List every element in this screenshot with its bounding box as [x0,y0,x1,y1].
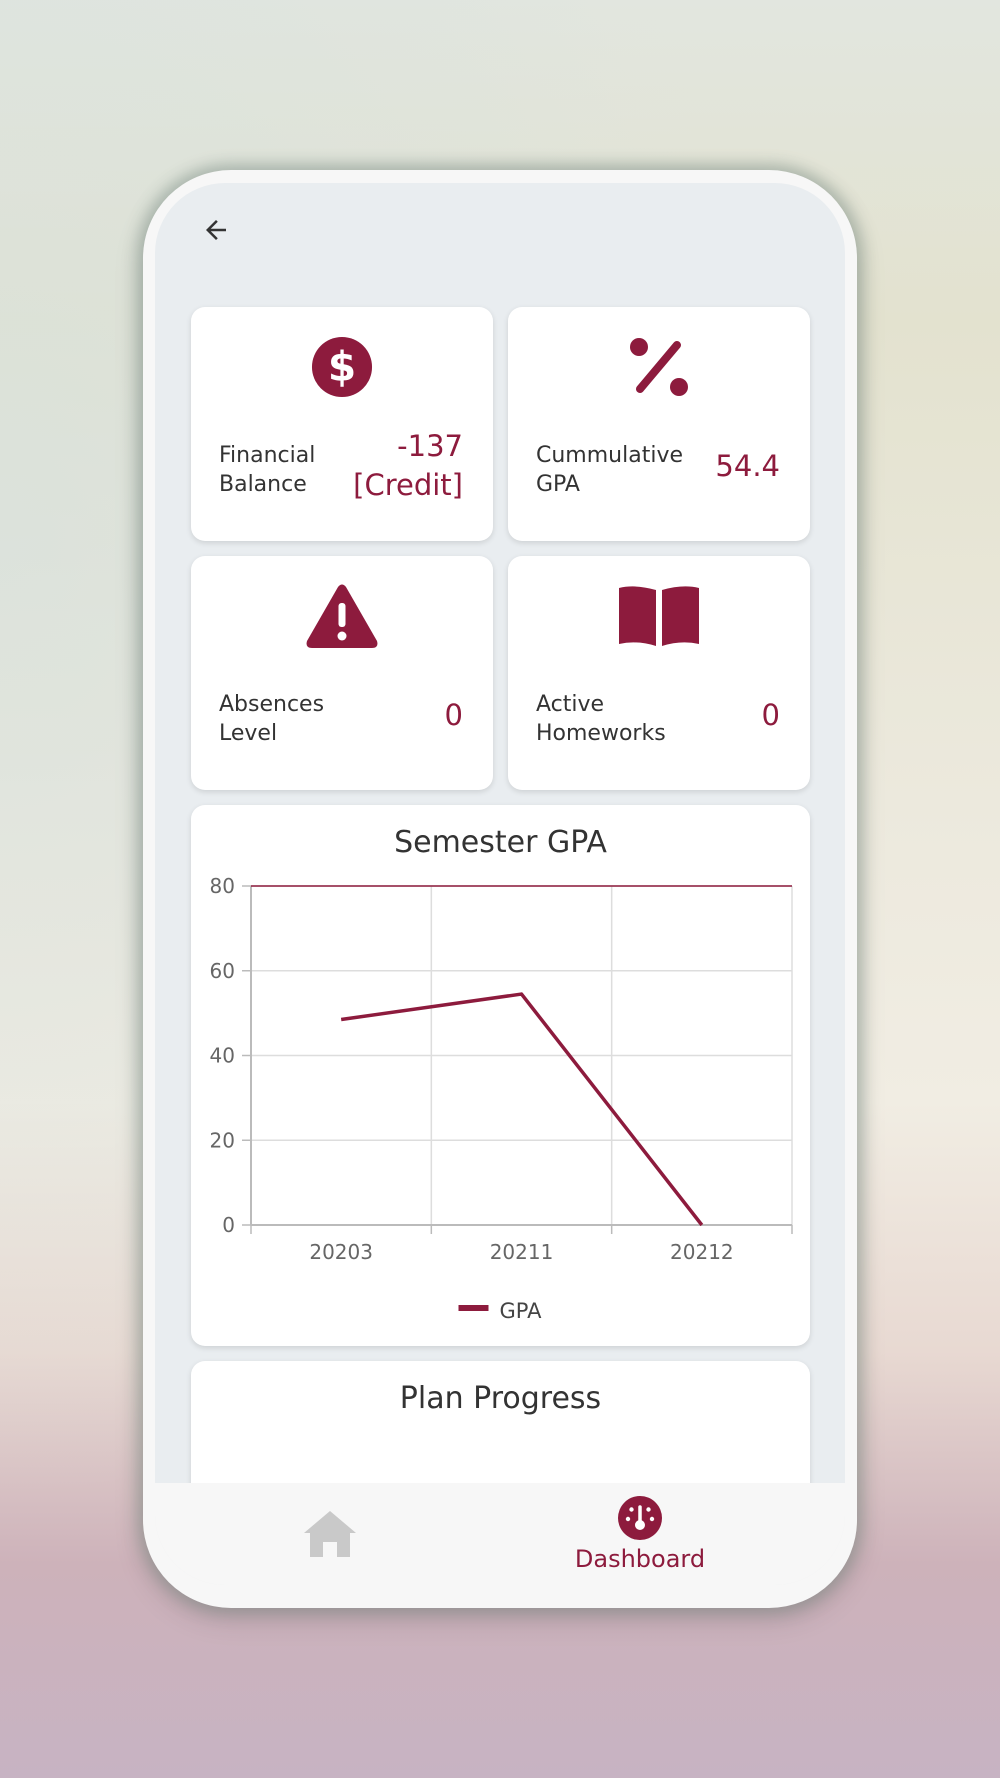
y-tick-label: 0 [222,1213,235,1237]
financial-balance-card[interactable]: $ Financial Balance -137 [Credit] [191,307,493,541]
dollar-circle-icon: $ [311,336,373,398]
y-tick-label: 20 [210,1128,235,1152]
active-homeworks-value: 0 [761,698,780,732]
active-homeworks-card[interactable]: Active Homeworks 0 [508,556,810,790]
y-tick-label: 60 [210,959,235,983]
nav-dashboard-label: Dashboard [574,1545,706,1573]
financial-balance-amount: -137 [397,429,463,463]
arrow-left-icon [206,220,226,240]
bottom-nav: Dashboard [155,1483,845,1585]
home-icon [304,1511,356,1557]
x-tick-label: 20203 [309,1240,373,1264]
gpa-series-line [340,992,704,1227]
dashboard-gauge-icon [618,1496,662,1540]
semester-gpa-chart: 0 20 40 60 80 20203 20211 20212 GPA [210,875,793,1323]
active-homeworks-label: Active Homeworks [536,692,666,746]
semester-gpa-title: Semester GPA [394,825,607,860]
cumulative-gpa-card[interactable]: Cummulative GPA 54.4 [508,307,810,541]
financial-balance-value: -137 [Credit] [353,427,463,505]
y-tick-label: 80 [210,875,235,898]
legend-label: GPA [500,1299,543,1323]
absences-level-label: Absences Level [219,692,325,746]
y-tick-label: 40 [210,1044,235,1068]
nav-home[interactable] [255,1483,405,1585]
legend-swatch [458,1305,489,1311]
cumulative-gpa-label: Cummulative GPA [536,443,683,497]
x-tick-label: 20212 [670,1240,734,1264]
open-book-icon [619,586,699,646]
back-button[interactable] [191,205,241,255]
financial-balance-label: Financial Balance [219,443,316,497]
app-screen: $ Financial Balance -137 [Credit] Cummul… [155,183,845,1585]
percent-icon [630,338,688,396]
svg-text:$: $ [328,343,356,391]
absences-level-value: 0 [444,698,463,732]
cumulative-gpa-value: 54.4 [715,449,780,483]
semester-gpa-card: Semester GPA 0 20 40 60 80 20203 20211 20212 GPA [191,805,810,1346]
financial-balance-type: [Credit] [353,468,463,502]
x-tick-label: 20211 [490,1240,554,1264]
nav-dashboard[interactable]: Dashboard [555,1483,725,1585]
plan-progress-title: Plan Progress [399,1381,602,1416]
warning-triangle-icon [306,584,378,648]
absences-level-card[interactable]: Absences Level 0 [191,556,493,790]
